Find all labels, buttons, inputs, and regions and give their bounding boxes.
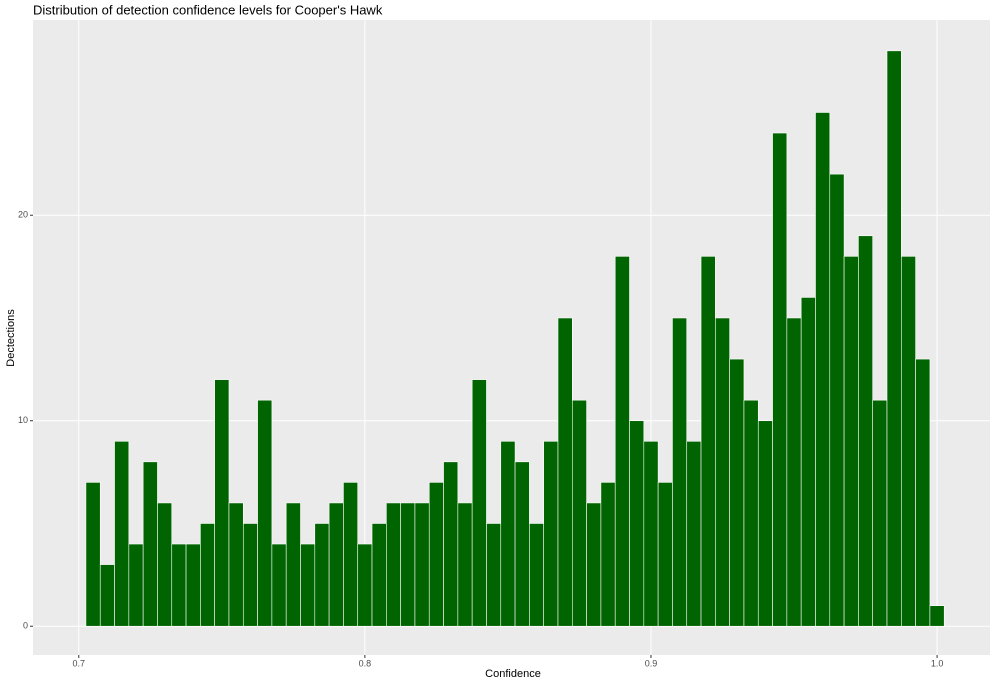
bar xyxy=(443,461,459,627)
bar xyxy=(629,420,645,627)
bar xyxy=(729,358,745,627)
x-tick-label: 0.7 xyxy=(73,658,86,668)
bar xyxy=(343,482,359,627)
bar xyxy=(901,256,916,627)
bar xyxy=(543,440,559,627)
bar xyxy=(600,482,616,627)
bar xyxy=(271,543,287,627)
bar xyxy=(872,399,888,627)
bar xyxy=(171,543,187,627)
bar xyxy=(700,256,716,627)
bar xyxy=(529,523,544,627)
bar xyxy=(314,523,330,627)
bar xyxy=(915,358,931,627)
x-axis-label: Confidence xyxy=(485,668,541,680)
bar xyxy=(471,379,487,627)
bar xyxy=(586,502,602,627)
bar xyxy=(858,235,873,627)
bar xyxy=(300,543,316,627)
bar xyxy=(257,399,273,627)
bar xyxy=(114,440,130,627)
bar xyxy=(428,482,444,627)
bar xyxy=(757,420,773,627)
bar xyxy=(686,440,702,627)
bar xyxy=(357,543,373,627)
bar xyxy=(571,399,587,627)
bar xyxy=(643,440,659,627)
y-tick-label: 0 xyxy=(23,621,28,631)
bar xyxy=(772,132,788,627)
bar xyxy=(514,461,530,627)
bar xyxy=(886,50,902,627)
bar xyxy=(715,317,730,627)
bar xyxy=(557,317,573,627)
bar xyxy=(157,502,173,627)
bar xyxy=(128,543,144,627)
bar xyxy=(99,564,115,627)
x-tick-label: 0.8 xyxy=(359,658,372,668)
bar xyxy=(214,379,230,627)
bar xyxy=(843,256,859,627)
y-axis-label: Dectections xyxy=(5,309,17,367)
bar xyxy=(786,317,802,627)
bar xyxy=(386,502,401,627)
bar xyxy=(614,256,630,627)
bar xyxy=(657,482,673,627)
bar xyxy=(142,461,158,627)
bar xyxy=(242,523,258,627)
bar xyxy=(285,502,301,627)
bar xyxy=(414,502,430,627)
bar xyxy=(371,523,387,627)
bar xyxy=(800,297,816,627)
bar xyxy=(200,523,215,627)
x-tick-label: 0.9 xyxy=(645,658,658,668)
bar xyxy=(85,482,101,627)
bar xyxy=(672,317,688,627)
bar xyxy=(486,523,502,627)
bar xyxy=(228,502,244,627)
bar xyxy=(328,502,344,627)
bar xyxy=(457,502,473,627)
y-tick-label: 20 xyxy=(18,210,28,220)
chart-title: Distribution of detection confidence lev… xyxy=(33,2,383,17)
bar xyxy=(500,440,516,627)
bar xyxy=(400,502,416,627)
bar xyxy=(815,112,831,627)
bar xyxy=(929,605,945,627)
bar xyxy=(185,543,201,627)
y-tick-label: 10 xyxy=(18,415,28,425)
bar xyxy=(743,399,759,627)
bar xyxy=(829,173,845,627)
x-tick-label: 1.0 xyxy=(931,658,944,668)
